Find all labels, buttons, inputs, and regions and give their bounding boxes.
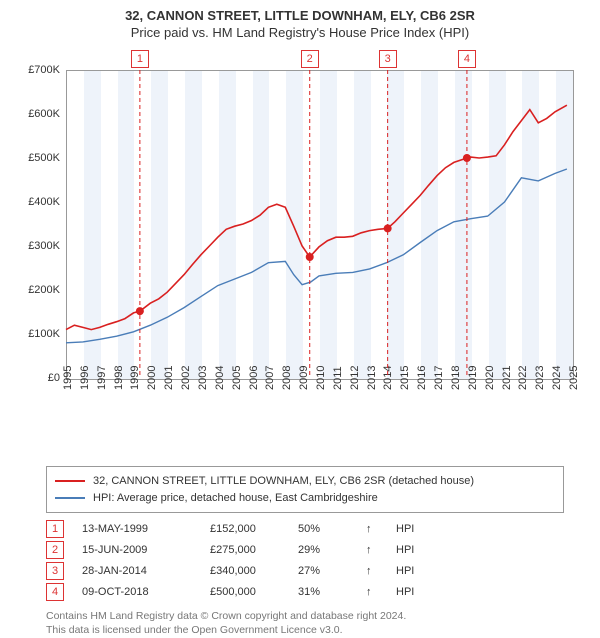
event-date: 28-JAN-2014 [82, 561, 192, 582]
sale-marker-dot [463, 154, 471, 162]
event-pct: 31% [298, 582, 348, 603]
event-price: £500,000 [210, 582, 280, 603]
legend: 32, CANNON STREET, LITTLE DOWNHAM, ELY, … [46, 466, 564, 513]
event-price: £152,000 [210, 519, 280, 540]
event-row: 3 28-JAN-2014 £340,000 27% ↑ HPI [46, 561, 546, 582]
event-price: £275,000 [210, 540, 280, 561]
legend-label: HPI: Average price, detached house, East… [93, 490, 378, 507]
sale-marker-box: 3 [379, 50, 397, 68]
event-suffix: HPI [396, 561, 414, 582]
footer: Contains HM Land Registry data © Crown c… [46, 609, 600, 638]
legend-row: 32, CANNON STREET, LITTLE DOWNHAM, ELY, … [55, 473, 555, 490]
legend-swatch [55, 480, 85, 482]
event-suffix: HPI [396, 540, 414, 561]
footer-line2: This data is licensed under the Open Gov… [46, 623, 600, 638]
event-date: 09-OCT-2018 [82, 582, 192, 603]
sale-marker-dot [306, 253, 314, 261]
arrow-up-icon: ↑ [366, 540, 378, 561]
sale-marker-box: 1 [131, 50, 149, 68]
legend-label: 32, CANNON STREET, LITTLE DOWNHAM, ELY, … [93, 473, 474, 490]
chart-title-line2: Price paid vs. HM Land Registry's House … [0, 25, 600, 40]
sale-marker-box: 4 [458, 50, 476, 68]
arrow-up-icon: ↑ [366, 519, 378, 540]
chart-area: £0£100K£200K£300K£400K£500K£600K£700K199… [20, 52, 580, 422]
arrow-up-icon: ↑ [366, 582, 378, 603]
event-date: 13-MAY-1999 [82, 519, 192, 540]
event-marker: 1 [46, 520, 64, 538]
event-suffix: HPI [396, 519, 414, 540]
series-line-0 [66, 105, 567, 329]
event-pct: 27% [298, 561, 348, 582]
event-price: £340,000 [210, 561, 280, 582]
event-date: 15-JUN-2009 [82, 540, 192, 561]
legend-row: HPI: Average price, detached house, East… [55, 490, 555, 507]
event-suffix: HPI [396, 582, 414, 603]
sale-marker-dot [384, 224, 392, 232]
event-marker: 4 [46, 583, 64, 601]
chart-svg [20, 52, 580, 422]
arrow-up-icon: ↑ [366, 561, 378, 582]
event-row: 1 13-MAY-1999 £152,000 50% ↑ HPI [46, 519, 546, 540]
event-pct: 50% [298, 519, 348, 540]
legend-swatch [55, 497, 85, 499]
event-pct: 29% [298, 540, 348, 561]
events-table: 1 13-MAY-1999 £152,000 50% ↑ HPI 2 15-JUN-2009 £… [46, 519, 546, 603]
footer-line1: Contains HM Land Registry data © Crown c… [46, 609, 600, 624]
event-marker: 3 [46, 562, 64, 580]
series-line-1 [66, 169, 567, 343]
chart-title-line1: 32, CANNON STREET, LITTLE DOWNHAM, ELY, … [0, 8, 600, 23]
event-row: 2 15-JUN-2009 £275,000 29% ↑ HPI [46, 540, 546, 561]
event-row: 4 09-OCT-2018 £500,000 31% ↑ HPI [46, 582, 546, 603]
sale-marker-dot [136, 307, 144, 315]
sale-marker-box: 2 [301, 50, 319, 68]
event-marker: 2 [46, 541, 64, 559]
